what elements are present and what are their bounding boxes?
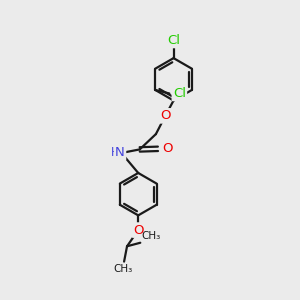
Text: CH₃: CH₃ [142,231,161,241]
Text: N: N [115,146,125,159]
Text: O: O [133,224,143,237]
Text: Cl: Cl [173,87,186,100]
Text: CH₃: CH₃ [113,264,132,274]
Text: H: H [111,146,120,159]
Text: O: O [162,142,172,155]
Text: O: O [160,109,171,122]
Text: Cl: Cl [167,34,180,47]
